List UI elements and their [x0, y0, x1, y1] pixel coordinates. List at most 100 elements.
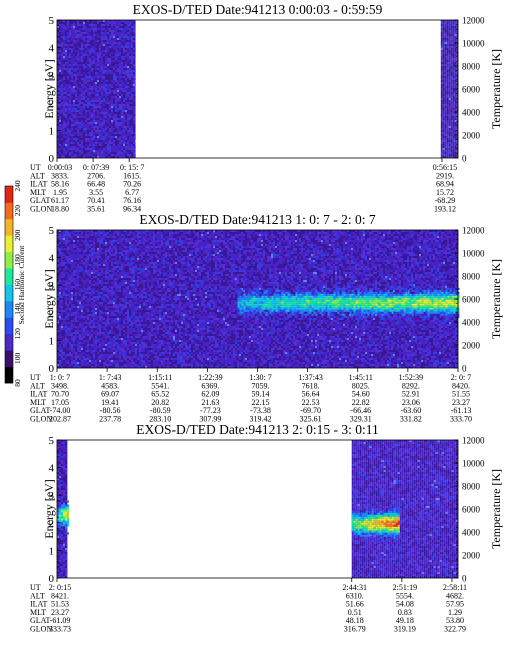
- table-cell: 48.18: [346, 616, 364, 625]
- y-tick-label: 2: [49, 308, 55, 320]
- y-axis-label: Energy [eV]: [42, 479, 56, 538]
- table-cell: 1.95: [53, 188, 67, 197]
- table-cell: 69.07: [101, 390, 119, 399]
- table-cell: 62.09: [201, 390, 219, 399]
- colorbar-segment: [5, 317, 13, 335]
- table-cell: 22.15: [252, 398, 270, 407]
- table-cell: 316.79: [344, 625, 366, 634]
- table-cell: 6.77: [125, 188, 139, 197]
- table-cell: -61.13: [451, 406, 472, 415]
- colorbar-segment: [5, 218, 13, 236]
- y-tick-label: 0: [49, 573, 55, 585]
- table-cell: 1:52:39: [399, 373, 423, 382]
- table-cell: 1:22:39: [198, 373, 222, 382]
- table-row-label: UT: [30, 583, 41, 592]
- table-cell: 8421.: [51, 591, 69, 600]
- y-tick-label: 0: [49, 153, 55, 165]
- table-cell: 333.70: [450, 415, 472, 424]
- y-axis-label: Energy [eV]: [42, 59, 56, 118]
- table-cell: 57.95: [446, 600, 464, 609]
- colorbar-segment: [5, 202, 13, 220]
- y-tick-label: 3: [49, 280, 55, 292]
- y-tick-label: 5: [49, 15, 55, 27]
- table-cell: 322.79: [444, 625, 466, 634]
- table-cell: 2: 0:15: [49, 583, 71, 592]
- table-cell: 49.18: [396, 616, 414, 625]
- table-cell: 6369.: [201, 381, 219, 390]
- heatmap-feature: [57, 496, 69, 535]
- y2-tick-label: 10000: [462, 249, 485, 259]
- y2-axis-label: Temperature [K]: [489, 49, 503, 129]
- y-tick-label: 2: [49, 518, 55, 530]
- table-cell: -61.09: [50, 616, 71, 625]
- table-cell: 52.91: [402, 390, 420, 399]
- y-tick-label: 1: [49, 125, 55, 137]
- y2-tick-label: 2000: [462, 131, 481, 141]
- y2-tick-label: 2000: [462, 551, 481, 561]
- table-row-label: ALT: [30, 381, 45, 390]
- table-cell: 19.41: [101, 398, 119, 407]
- heatmap-interval: [440, 20, 458, 158]
- heatmap-feature: [351, 504, 400, 543]
- table-cell: 1:30: 7: [249, 373, 271, 382]
- table-cell: 5541.: [151, 381, 169, 390]
- table-cell: -77.23: [200, 406, 221, 415]
- y-tick-label: 5: [49, 435, 55, 447]
- table-row-label: ILAT: [30, 180, 47, 189]
- table-cell: 3.55: [89, 188, 103, 197]
- table-cell: -74.00: [50, 406, 71, 415]
- table-cell: 96.34: [123, 205, 141, 214]
- table-cell: 193.12: [434, 205, 456, 214]
- panel-1: EXOS-D/TED Date:941213 0:00:03 - 0:59:59…: [30, 2, 503, 214]
- table-cell: 66.48: [87, 180, 105, 189]
- chart-title: EXOS-D/TED Date:941213 2: 0:15 - 3: 0:11: [136, 422, 378, 437]
- table-cell: 3833.: [51, 171, 69, 180]
- y2-tick-label: 12000: [462, 226, 485, 236]
- table-cell: 54.60: [352, 390, 370, 399]
- table-cell: 2919.: [436, 171, 454, 180]
- colorbar-tick-label: 100: [13, 353, 22, 365]
- table-cell: 1:15:11: [148, 373, 172, 382]
- table-cell: 325.61: [300, 415, 322, 424]
- y2-tick-label: 2000: [462, 341, 481, 351]
- table-cell: 0:00:03: [48, 163, 72, 172]
- panel-2: EXOS-D/TED Date:941213 1: 0: 7 - 2: 0: 7…: [30, 212, 503, 424]
- table-cell: 22.53: [302, 398, 320, 407]
- y-tick-label: 1: [49, 545, 55, 557]
- y2-tick-label: 10000: [462, 39, 485, 49]
- table-cell: 307.99: [199, 415, 221, 424]
- colorbar-tick-label: 200: [13, 229, 22, 241]
- chart-title: EXOS-D/TED Date:941213 0:00:03 - 0:59:59: [133, 2, 383, 17]
- table-row-label: UT: [30, 373, 41, 382]
- table-cell: 61.17: [51, 196, 69, 205]
- y2-tick-label: 0: [462, 364, 467, 374]
- table-row-label: ILAT: [30, 390, 47, 399]
- table-cell: 331.82: [400, 415, 422, 424]
- table-row-label: GLON: [30, 415, 52, 424]
- table-cell: 35.61: [87, 205, 105, 214]
- table-cell: 23.06: [402, 398, 420, 407]
- table-row-label: MLT: [30, 398, 46, 407]
- table-cell: 70.70: [51, 390, 69, 399]
- colorbar-tick-label: 140: [13, 303, 22, 315]
- heatmap-interval: [57, 20, 136, 158]
- y2-tick-label: 12000: [462, 436, 485, 446]
- y2-tick-label: 4000: [462, 318, 481, 328]
- table-row-label: ALT: [30, 171, 45, 180]
- y2-axis-label: Temperature [K]: [489, 259, 503, 339]
- table-row-label: ALT: [30, 591, 45, 600]
- table-cell: 51.55: [452, 390, 470, 399]
- table-cell: 0.83: [398, 608, 412, 617]
- table-cell: -63.60: [401, 406, 422, 415]
- table-cell: 6310.: [346, 591, 364, 600]
- table-cell: 1:37:43: [298, 373, 322, 382]
- y2-tick-label: 4000: [462, 108, 481, 118]
- table-cell: 7618.: [302, 381, 320, 390]
- table-cell: 333.73: [49, 625, 71, 634]
- table-cell: 8025.: [352, 381, 370, 390]
- heatmap-interval: [57, 230, 458, 368]
- table-cell: 17.05: [51, 398, 69, 407]
- colorbar-tick-label: 160: [13, 279, 22, 291]
- y-tick-label: 4: [49, 253, 55, 265]
